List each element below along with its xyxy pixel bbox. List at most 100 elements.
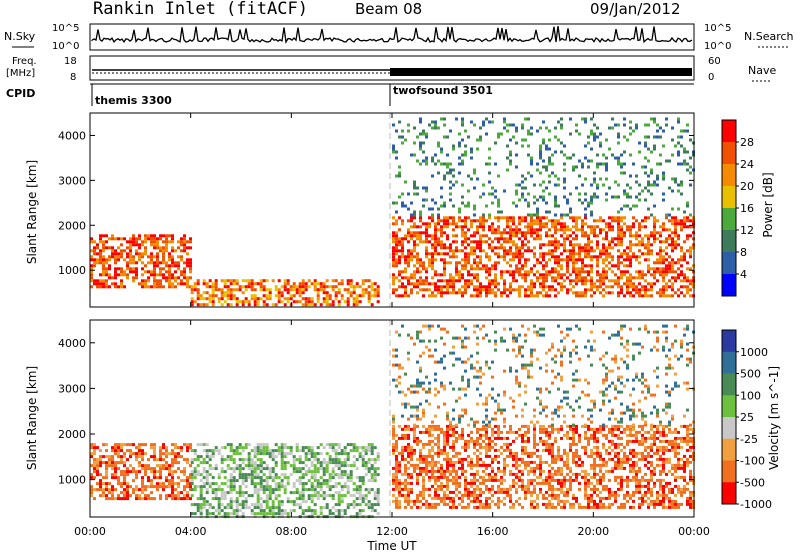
heatmap-cell — [114, 255, 117, 258]
heatmap-cell — [183, 249, 186, 252]
heatmap-cell — [132, 276, 135, 279]
heatmap-cell — [347, 291, 350, 294]
heatmap-cell — [488, 476, 491, 479]
heatmap-cell — [123, 479, 126, 482]
heatmap-cell — [194, 488, 197, 491]
heatmap-cell — [512, 485, 515, 488]
heatmap-cell — [470, 282, 473, 285]
heatmap-cell — [518, 458, 521, 461]
heatmap-cell — [500, 437, 503, 440]
heatmap-cell — [135, 452, 138, 455]
heatmap-cell — [617, 219, 620, 222]
heatmap-cell — [425, 279, 428, 282]
heatmap-cell — [551, 288, 554, 291]
heatmap-cell — [461, 202, 464, 205]
heatmap-cell — [461, 240, 464, 243]
heatmap-cell — [425, 249, 428, 252]
heatmap-cell — [159, 446, 162, 449]
heatmap-cell — [245, 473, 248, 476]
heatmap-cell — [359, 512, 362, 515]
heatmap-cell — [530, 455, 533, 458]
heatmap-cell — [425, 234, 428, 237]
heatmap-cell — [515, 458, 518, 461]
heatmap-cell — [293, 503, 296, 506]
heatmap-cell — [626, 258, 629, 261]
cpid-strip: CPID themis 3300 twofsound 3501 — [6, 84, 694, 107]
heatmap-cell — [557, 452, 560, 455]
heatmap-cell — [545, 225, 548, 228]
heatmap-cell — [377, 473, 380, 476]
heatmap-cell — [455, 452, 458, 455]
heatmap-cell — [527, 118, 530, 121]
heatmap-cell — [491, 434, 494, 437]
heatmap-cell — [656, 130, 659, 133]
heatmap-cell — [467, 270, 470, 273]
heatmap-cell — [398, 470, 401, 473]
heatmap-cell — [165, 464, 168, 467]
heatmap-cell — [120, 249, 123, 252]
heatmap-cell — [671, 237, 674, 240]
heatmap-cell — [168, 273, 171, 276]
heatmap-cell — [479, 288, 482, 291]
heatmap-cell — [99, 234, 102, 237]
heatmap-cell — [470, 494, 473, 497]
heatmap-cell — [266, 294, 269, 297]
heatmap-cell — [488, 255, 491, 258]
heatmap-cell — [242, 449, 245, 452]
heatmap-cell — [120, 455, 123, 458]
heatmap-cell — [614, 124, 617, 127]
heatmap-cell — [518, 228, 521, 231]
heatmap-cell — [587, 166, 590, 169]
heatmap-cell — [410, 476, 413, 479]
heatmap-cell — [443, 252, 446, 255]
heatmap-cell — [650, 243, 653, 246]
heatmap-cell — [440, 288, 443, 291]
heatmap-cell — [503, 240, 506, 243]
heatmap-cell — [443, 485, 446, 488]
heatmap-cell — [443, 273, 446, 276]
heatmap-cell — [171, 464, 174, 467]
heatmap-cell — [353, 285, 356, 288]
heatmap-cell — [407, 497, 410, 500]
heatmap-cell — [99, 464, 102, 467]
heatmap-cell — [581, 234, 584, 237]
heatmap-cell — [404, 473, 407, 476]
heatmap-cell — [404, 139, 407, 142]
heatmap-cell — [476, 178, 479, 181]
heatmap-cell — [99, 485, 102, 488]
heatmap-cell — [581, 291, 584, 294]
heatmap-cell — [458, 476, 461, 479]
heatmap-cell — [461, 473, 464, 476]
heatmap-cell — [419, 133, 422, 136]
heatmap-cell — [105, 270, 108, 273]
heatmap-cell — [599, 163, 602, 166]
heatmap-cell — [566, 225, 569, 228]
heatmap-cell — [197, 485, 200, 488]
heatmap-cell — [650, 193, 653, 196]
heatmap-cell — [302, 279, 305, 282]
heatmap-cell — [575, 291, 578, 294]
heatmap-cell — [659, 249, 662, 252]
heatmap-cell — [461, 470, 464, 473]
heatmap-cell — [251, 279, 254, 282]
heatmap-cell — [605, 285, 608, 288]
heatmap-cell — [413, 214, 416, 217]
heatmap-cell — [689, 219, 692, 222]
heatmap-cell — [174, 270, 177, 273]
heatmap-cell — [212, 488, 215, 491]
heatmap-cell — [212, 455, 215, 458]
heatmap-cell — [452, 219, 455, 222]
heatmap-cell — [641, 225, 644, 228]
heatmap-cell — [407, 258, 410, 261]
heatmap-cell — [395, 479, 398, 482]
heatmap-cell — [476, 437, 479, 440]
heatmap-cell — [530, 285, 533, 288]
heatmap-cell — [144, 464, 147, 467]
heatmap-cell — [455, 225, 458, 228]
heatmap-cell — [153, 485, 156, 488]
heatmap-cell — [111, 276, 114, 279]
heatmap-cell — [686, 249, 689, 252]
heatmap-cell — [135, 276, 138, 279]
heatmap-cell — [123, 491, 126, 494]
